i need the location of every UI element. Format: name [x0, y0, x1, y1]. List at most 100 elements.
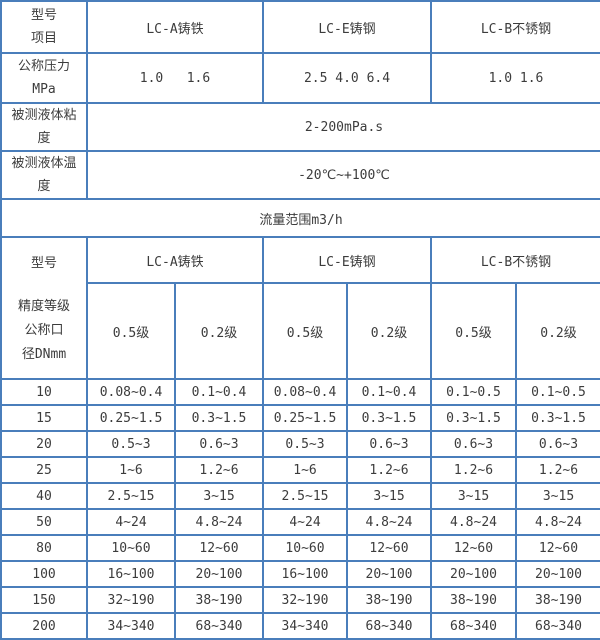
- table-row: 40 2.5~15 3~15 2.5~15 3~15 3~15 3~15: [0, 482, 600, 510]
- flow-range-cell: 12~60: [174, 534, 264, 562]
- table-row: 15 0.25~1.5 0.3~1.5 0.25~1.5 0.3~1.5 0.3…: [0, 404, 600, 432]
- dn-cell: 25: [0, 456, 88, 484]
- dn-cell: 80: [0, 534, 88, 562]
- flow-range-cell: 1.2~6: [515, 456, 600, 484]
- pressure-row: 公称压力 MPa 1.0 1.6 2.5 4.0 6.4 1.0 1.6: [0, 52, 600, 104]
- flow-range-cell: 0.3~1.5: [430, 404, 517, 432]
- pressure-label-cell: 公称压力 MPa: [0, 52, 88, 104]
- model-header-row: 型号 项目 LC-A铸铁 LC-E铸钢 LC-B不锈钢: [0, 0, 600, 54]
- table-row: 100 16~100 20~100 16~100 20~100 20~100 2…: [0, 560, 600, 588]
- corner-cell: 型号 项目: [0, 0, 88, 54]
- flow-range-cell: 1.2~6: [430, 456, 517, 484]
- pressure-value-cell: 1.0 1.6: [86, 52, 264, 104]
- flow-range-cell: 0.08~0.4: [262, 378, 348, 406]
- pressure-value-cell: 2.5 4.0 6.4: [262, 52, 432, 104]
- model-header-cell: LC-E铸钢: [262, 0, 432, 54]
- model-header-cell: LC-A铸铁: [86, 0, 264, 54]
- flow-corner-top: 型号: [30, 255, 57, 271]
- temperature-label-cell: 被测液体温 度: [0, 150, 88, 200]
- flow-corner-bottom: 精度等级 公称口 径DNmm: [3, 284, 85, 377]
- dn-cell: 20: [0, 430, 88, 458]
- table-row: 50 4~24 4.8~24 4~24 4.8~24 4.8~24 4.8~24: [0, 508, 600, 536]
- flow-range-cell: 0.6~3: [174, 430, 264, 458]
- flow-range-cell: 68~340: [174, 612, 264, 640]
- flow-range-cell: 68~340: [430, 612, 517, 640]
- flow-range-cell: 1.2~6: [174, 456, 264, 484]
- pressure-label-line2: MPa: [32, 82, 56, 97]
- flow-range-cell: 0.3~1.5: [346, 404, 432, 432]
- flow-range-cell: 12~60: [430, 534, 517, 562]
- flow-range-cell: 0.6~3: [346, 430, 432, 458]
- flow-range-cell: 4.8~24: [430, 508, 517, 536]
- pressure-value-cell: 1.0 1.6: [430, 52, 600, 104]
- flow-range-cell: 0.3~1.5: [515, 404, 600, 432]
- flow-range-cell: 0.5~3: [86, 430, 176, 458]
- model-header-cell: LC-B不锈钢: [430, 0, 600, 54]
- flow-range-cell: 20~100: [346, 560, 432, 588]
- flow-range-cell: 10~60: [262, 534, 348, 562]
- flow-range-cell: 0.1~0.4: [346, 378, 432, 406]
- flow-range-cell: 32~190: [86, 586, 176, 614]
- flow-range-cell: 2.5~15: [86, 482, 176, 510]
- accuracy-cell: 0.5级: [262, 282, 348, 380]
- flow-range-cell: 20~100: [174, 560, 264, 588]
- flow-range-cell: 0.08~0.4: [86, 378, 176, 406]
- flow-range-cell: 12~60: [515, 534, 600, 562]
- flow-range-cell: 0.3~1.5: [174, 404, 264, 432]
- flow-model-cell: LC-A铸铁: [86, 236, 264, 284]
- accuracy-cell: 0.2级: [174, 282, 264, 380]
- flow-range-cell: 4.8~24: [515, 508, 600, 536]
- viscosity-label-line1: 被测液体粘: [11, 108, 77, 123]
- flow-range-cell: 0.25~1.5: [262, 404, 348, 432]
- temperature-label-line1: 被测液体温: [11, 156, 77, 171]
- flow-model-cell: LC-B不锈钢: [430, 236, 600, 284]
- flow-range-cell: 68~340: [515, 612, 600, 640]
- corner-line1: 型号: [30, 8, 57, 23]
- accuracy-row: 0.5级 0.2级 0.5级 0.2级 0.5级 0.2级: [1, 282, 600, 380]
- flow-range-cell: 1~6: [86, 456, 176, 484]
- flow-range-cell: 10~60: [86, 534, 176, 562]
- table-row: 25 1~6 1.2~6 1~6 1.2~6 1.2~6 1.2~6: [0, 456, 600, 484]
- dn-cell: 150: [0, 586, 88, 614]
- flow-range-cell: 3~15: [174, 482, 264, 510]
- flow-model-cell: LC-E铸钢: [262, 236, 432, 284]
- flow-range-cell: 4~24: [86, 508, 176, 536]
- corner-line2: 项目: [30, 31, 57, 46]
- flow-range-cell: 1.2~6: [346, 456, 432, 484]
- flow-range-cell: 38~190: [346, 586, 432, 614]
- dn-cell: 15: [0, 404, 88, 432]
- flow-range-cell: 20~100: [430, 560, 517, 588]
- flow-range-cell: 1~6: [262, 456, 348, 484]
- flow-range-cell: 0.1~0.5: [430, 378, 517, 406]
- accuracy-cell: 0.2级: [515, 282, 600, 380]
- temperature-value-cell: -20℃~+100℃: [86, 150, 600, 200]
- table-row: 200 34~340 68~340 34~340 68~340 68~340 6…: [0, 612, 600, 640]
- accuracy-cell: 0.5级: [86, 282, 176, 380]
- flow-range-cell: 12~60: [346, 534, 432, 562]
- table-row: 80 10~60 12~60 10~60 12~60 12~60 12~60: [0, 534, 600, 562]
- flow-range-cell: 68~340: [346, 612, 432, 640]
- flow-range-cell: 3~15: [346, 482, 432, 510]
- viscosity-label-cell: 被测液体粘 度: [0, 102, 88, 152]
- flow-range-cell: 4.8~24: [346, 508, 432, 536]
- flow-model-row: 型号 精度等级 公称口 径DNmm LC-A铸铁 LC-E铸钢 LC-B不锈钢: [0, 236, 600, 380]
- table-row: 10 0.08~0.4 0.1~0.4 0.08~0.4 0.1~0.4 0.1…: [0, 378, 600, 406]
- accuracy-cell: 0.5级: [430, 282, 517, 380]
- temperature-row: 被测液体温 度 -20℃~+100℃: [0, 150, 600, 200]
- flow-title-row: 流量范围m3/h: [0, 198, 600, 238]
- dn-cell: 200: [0, 612, 88, 640]
- flow-range-cell: 34~340: [86, 612, 176, 640]
- dn-cell: 10: [0, 378, 88, 406]
- flow-range-cell: 16~100: [86, 560, 176, 588]
- pressure-label-line1: 公称压力: [17, 59, 70, 74]
- flow-title-cell: 流量范围m3/h: [0, 198, 600, 238]
- viscosity-row: 被测液体粘 度 2-200mPa.s: [0, 102, 600, 152]
- flow-range-cell: 20~100: [515, 560, 600, 588]
- flow-range-cell: 34~340: [262, 612, 348, 640]
- flow-range-cell: 0.25~1.5: [86, 404, 176, 432]
- flow-corner-bottom-line2: 公称口: [24, 323, 64, 338]
- flow-corner-bottom-line3: 径DNmm: [21, 347, 67, 362]
- table-row: 20 0.5~3 0.6~3 0.5~3 0.6~3 0.6~3 0.6~3: [0, 430, 600, 458]
- flow-range-cell: 0.6~3: [515, 430, 600, 458]
